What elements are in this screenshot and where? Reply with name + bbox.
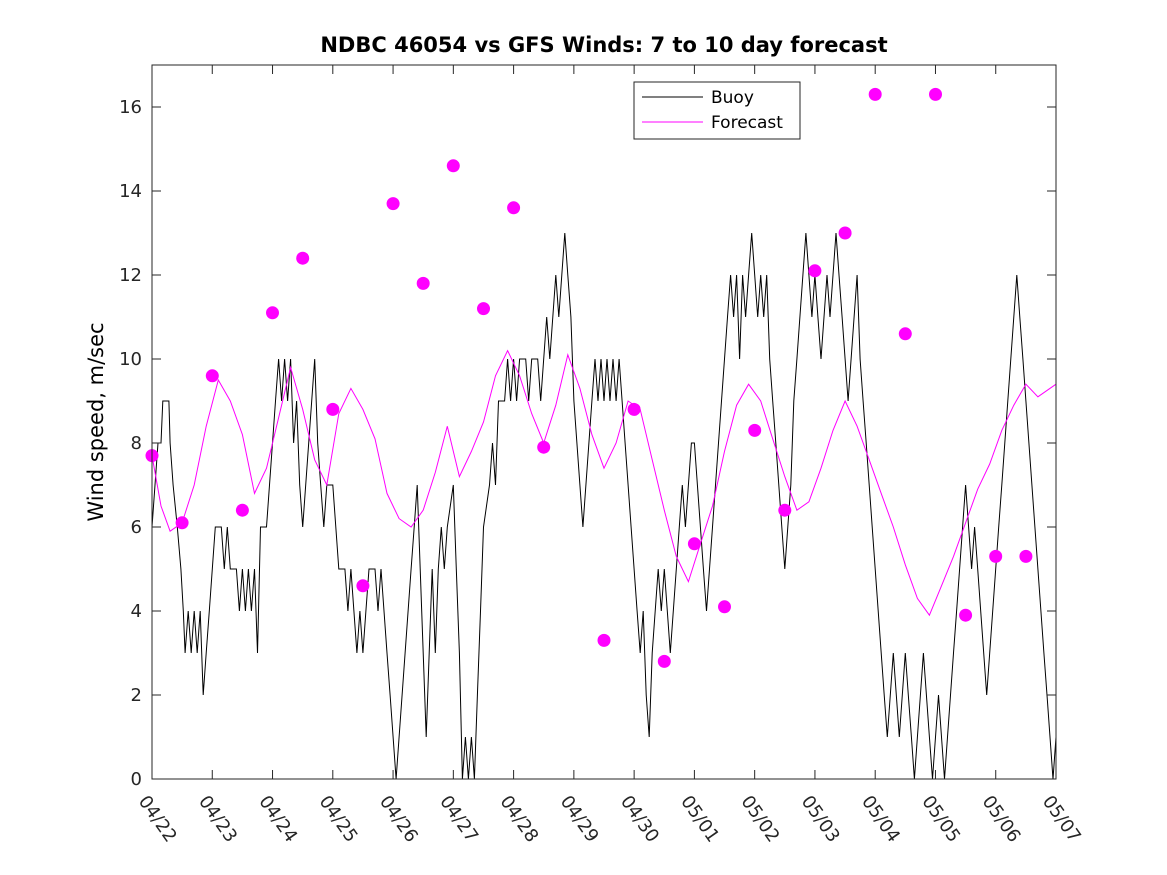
series-layer	[151, 232, 1057, 780]
forecast-start-point	[235, 503, 249, 517]
y-tick-label: 6	[131, 517, 142, 538]
series-line-buoy	[151, 232, 1057, 780]
legend-box	[633, 81, 801, 140]
forecast-start-point	[718, 600, 731, 614]
y-tick-label: 16	[119, 97, 142, 118]
forecast-start-point	[416, 276, 430, 290]
series-line-forecast	[151, 349, 1057, 617]
forecast-start-point	[838, 226, 852, 240]
forecast-start-point	[808, 264, 822, 278]
forecast-start-point	[266, 306, 279, 320]
plot-frame	[151, 64, 1057, 780]
y-tick-label: 4	[131, 601, 142, 622]
forecast-start-point	[597, 633, 611, 647]
legend-buoy-label: Buoy	[711, 88, 754, 108]
forecast-start-point	[477, 302, 490, 316]
forecast-start-point	[748, 423, 762, 437]
forecast-start-point	[175, 516, 189, 530]
forecast-start-point	[507, 201, 521, 215]
forecast-start-point	[296, 251, 310, 265]
y-axis-label: Wind speed, m/sec	[84, 322, 108, 521]
forecast-start-point	[989, 549, 1003, 563]
forecast-start-point	[326, 402, 340, 416]
y-tick-label: 0	[131, 769, 142, 790]
forecast-start-point	[929, 87, 942, 101]
forecast-start-point	[898, 327, 912, 341]
legend-forecast-label: Forecast	[711, 113, 783, 133]
y-tick-label: 12	[119, 265, 142, 286]
forecast-start-point	[537, 440, 551, 454]
forecast-start-point	[657, 654, 671, 668]
y-tick-label: 14	[119, 181, 142, 202]
y-tick-label: 2	[131, 685, 142, 706]
forecast-start-point	[868, 87, 882, 101]
forecast-start-point	[205, 369, 219, 383]
forecast-start-point	[386, 197, 400, 211]
chart-title: NDBC 46054 vs GFS Winds: 7 to 10 day for…	[320, 33, 887, 57]
forecast-start-point	[687, 537, 701, 551]
legend: Buoy Forecast	[633, 81, 801, 140]
forecast-start-point	[446, 159, 460, 173]
y-tick-label: 10	[119, 349, 142, 370]
y-tick-label: 8	[131, 433, 142, 454]
forecast-start-point	[1019, 549, 1033, 563]
forecast-start-point	[778, 503, 792, 517]
plot-area	[152, 65, 1056, 779]
y-axis: 0 2 4 6 8 10 12 14 16	[119, 97, 1056, 790]
forecast-start-point	[627, 402, 641, 416]
forecast-start-point	[356, 579, 370, 593]
forecast-start-point	[959, 608, 973, 622]
